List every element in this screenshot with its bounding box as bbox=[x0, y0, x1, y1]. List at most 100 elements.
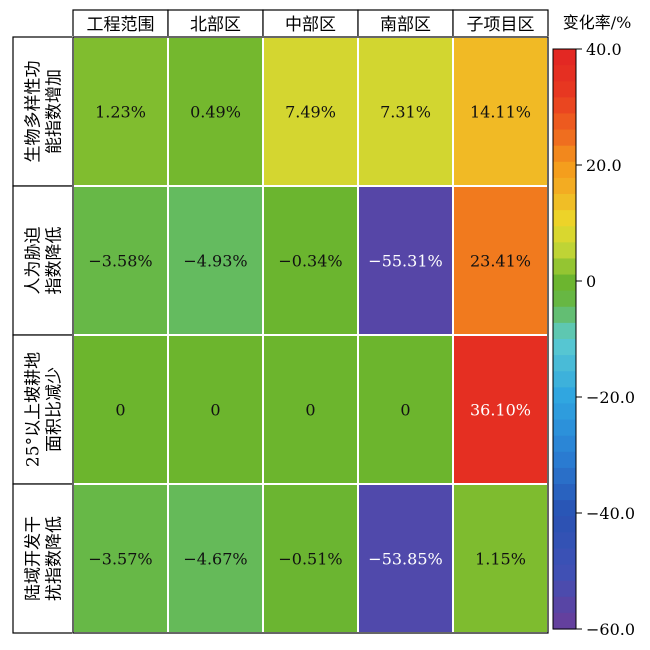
colorbar-tick-label: 0 bbox=[586, 272, 596, 291]
column-header-label: 北部区 bbox=[190, 15, 241, 35]
cell-value-label: 7.49% bbox=[285, 103, 336, 122]
colorbar-segment bbox=[553, 97, 576, 115]
colorbar-tick-label: 40.0 bbox=[586, 40, 622, 59]
column-header-label: 南部区 bbox=[380, 15, 431, 35]
row-header-label-line: 面积比减少 bbox=[45, 367, 65, 452]
row-header-cell bbox=[12, 483, 74, 634]
colorbar-segment bbox=[553, 500, 576, 517]
row-header-label-line: 能指数增加 bbox=[45, 69, 65, 154]
heatmap-cell bbox=[167, 185, 264, 336]
cell-value-label: 36.10% bbox=[470, 401, 531, 420]
colorbar-segment bbox=[553, 516, 576, 533]
row-header-label-line: 指数降低 bbox=[45, 227, 65, 295]
heatmap-cell bbox=[262, 36, 359, 187]
heatmap-cell bbox=[72, 36, 169, 187]
cell-value-label: 14.11% bbox=[470, 103, 531, 122]
cell-value-label: −0.34% bbox=[278, 252, 342, 271]
colorbar-segment bbox=[553, 435, 576, 453]
cell-value-label: −0.51% bbox=[278, 550, 342, 569]
cell-value-label: 1.15% bbox=[475, 550, 526, 569]
colorbar-segment bbox=[553, 274, 576, 292]
colorbar-segment bbox=[553, 161, 576, 179]
heatmap-cell bbox=[262, 334, 359, 485]
cell-value-label: 0 bbox=[305, 401, 315, 420]
colorbar-segment bbox=[553, 226, 576, 243]
column-header-cell bbox=[167, 9, 264, 38]
heatmap-cell bbox=[452, 483, 549, 634]
colorbar-tick-label: 20.0 bbox=[586, 156, 622, 175]
row-header-cell bbox=[12, 36, 74, 187]
heatmap-cell bbox=[357, 185, 454, 336]
colorbar-segment bbox=[553, 177, 576, 195]
column-header-label: 子项目区 bbox=[467, 15, 535, 35]
cell-value-label: −3.57% bbox=[88, 550, 152, 569]
colorbar-segment bbox=[553, 306, 576, 324]
colorbar-segment bbox=[553, 580, 576, 598]
colorbar-segment bbox=[553, 322, 576, 340]
colorbar-border bbox=[552, 48, 577, 630]
colorbar-segment bbox=[553, 355, 576, 372]
cell-value-label: 1.23% bbox=[95, 103, 146, 122]
column-header-cell bbox=[72, 9, 169, 38]
colorbar-segment bbox=[553, 451, 576, 469]
cell-value-label: −3.58% bbox=[88, 252, 152, 271]
heatmap-cell bbox=[357, 334, 454, 485]
colorbar-segment bbox=[553, 371, 576, 388]
colorbar-title: 变化率/% bbox=[563, 13, 632, 32]
colorbar-segment bbox=[553, 532, 576, 550]
cell-value-label: −4.67% bbox=[183, 550, 247, 569]
column-header-label: 工程范围 bbox=[87, 15, 155, 35]
heatmap-cell bbox=[262, 483, 359, 634]
cell-value-label: −53.85% bbox=[368, 550, 442, 569]
heatmap-cell bbox=[72, 483, 169, 634]
colorbar-segment bbox=[553, 290, 576, 308]
colorbar-tick-label: −20.0 bbox=[586, 388, 635, 407]
colorbar-segment bbox=[553, 548, 576, 566]
row-header-label: 生物多样性功 能指数增加 bbox=[24, 61, 65, 163]
heatmap-cell bbox=[452, 185, 549, 336]
colorbar-segment bbox=[553, 612, 576, 630]
row-header-label: 陆域开发干 扰指数降低 bbox=[24, 516, 65, 601]
colorbar-segment bbox=[553, 194, 576, 211]
heatmap-border bbox=[72, 36, 549, 634]
cell-value-label: 0 bbox=[400, 401, 410, 420]
heatmap-cell bbox=[167, 334, 264, 485]
colorbar-segment bbox=[553, 564, 576, 582]
cell-value-label: −55.31% bbox=[368, 252, 442, 271]
colorbar-segment bbox=[553, 145, 576, 163]
colorbar-segment bbox=[553, 258, 576, 276]
cell-value-label: 7.31% bbox=[380, 103, 431, 122]
cell-value-label: 0.49% bbox=[190, 103, 241, 122]
row-header-label: 25°以上坡耕地 面积比减少 bbox=[24, 352, 65, 467]
colorbar-segment bbox=[553, 242, 576, 260]
heatmap-cell bbox=[262, 185, 359, 336]
colorbar-segment bbox=[553, 596, 576, 614]
cell-value-label: 0 bbox=[115, 401, 125, 420]
row-header-label-line: 生物多样性功 bbox=[24, 61, 44, 163]
row-header-label-line: 人为胁迫 bbox=[24, 227, 44, 295]
colorbar-segment bbox=[553, 65, 576, 82]
colorbar-segment bbox=[553, 49, 576, 66]
row-header-label-line: 陆域开发干 bbox=[24, 516, 44, 601]
colorbar-segment bbox=[553, 387, 576, 405]
row-header-label: 人为胁迫 指数降低 bbox=[24, 227, 65, 295]
cell-value-label: 0 bbox=[210, 401, 220, 420]
colorbar-segment bbox=[553, 403, 576, 421]
row-header-label-line: 25°以上坡耕地 bbox=[24, 352, 44, 467]
colorbar-segment bbox=[553, 113, 576, 131]
row-header-label-line: 扰指数降低 bbox=[45, 516, 65, 601]
colorbar-tick-label: −40.0 bbox=[586, 504, 635, 523]
colorbar-segment bbox=[553, 210, 576, 227]
colorbar-segment bbox=[553, 484, 576, 501]
colorbar-segment bbox=[553, 81, 576, 98]
colorbar-segment bbox=[553, 339, 576, 356]
colorbar: 变化率/% 40.0 20.0 0 −20.0 −40.0 −60.0 bbox=[552, 13, 635, 639]
heatmap-cell bbox=[357, 483, 454, 634]
row-header-cell bbox=[12, 334, 74, 485]
cell-value-label: 23.41% bbox=[470, 252, 531, 271]
heatmap-cell bbox=[72, 334, 169, 485]
cell-value-label: −4.93% bbox=[183, 252, 247, 271]
colorbar-segment bbox=[553, 419, 576, 437]
